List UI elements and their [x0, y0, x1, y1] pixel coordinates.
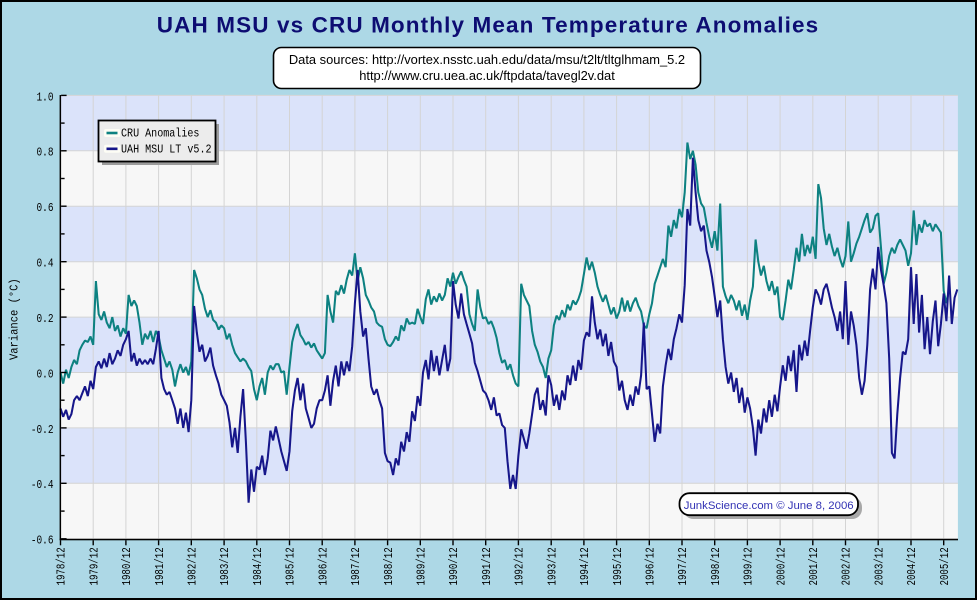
- svg-text:1987/12: 1987/12: [350, 547, 364, 585]
- svg-text:2001/12: 2001/12: [808, 547, 822, 585]
- svg-text:1995/12: 1995/12: [612, 547, 626, 585]
- svg-text:1998/12: 1998/12: [710, 547, 724, 585]
- svg-text:0.0: 0.0: [36, 368, 53, 381]
- svg-text:1999/12: 1999/12: [743, 547, 757, 585]
- svg-text:1993/12: 1993/12: [546, 547, 560, 585]
- svg-text:UAH MSU vs CRU Monthly Mean Te: UAH MSU vs CRU Monthly Mean Temperature …: [157, 12, 819, 37]
- svg-text:0.6: 0.6: [36, 202, 53, 215]
- svg-text:-0.4: -0.4: [31, 479, 54, 492]
- svg-text:0.2: 0.2: [36, 313, 53, 326]
- svg-text:2004/12: 2004/12: [906, 547, 920, 585]
- svg-text:1994/12: 1994/12: [579, 547, 593, 585]
- svg-text:0.8: 0.8: [36, 147, 53, 160]
- svg-text:-0.2: -0.2: [31, 424, 54, 437]
- svg-text:1982/12: 1982/12: [186, 547, 200, 585]
- svg-text:1979/12: 1979/12: [88, 547, 102, 585]
- svg-text:http://www.cru.uea.ac.uk/ftpda: http://www.cru.uea.ac.uk/ftpdata/tavegl2…: [359, 68, 615, 83]
- svg-text:CRU Anomalies: CRU Anomalies: [121, 128, 199, 141]
- svg-text:1978/12: 1978/12: [56, 547, 70, 585]
- svg-text:1992/12: 1992/12: [514, 547, 528, 585]
- svg-text:2005/12: 2005/12: [939, 547, 953, 585]
- svg-text:1996/12: 1996/12: [644, 547, 658, 585]
- svg-text:JunkScience.com © June 8, 2006: JunkScience.com © June 8, 2006: [684, 500, 854, 512]
- svg-text:-0.6: -0.6: [31, 535, 54, 548]
- svg-text:Data sources: http://vortex.ns: Data sources: http://vortex.nsstc.uah.ed…: [289, 52, 685, 67]
- svg-text:1.0: 1.0: [36, 91, 53, 104]
- svg-text:1980/12: 1980/12: [121, 547, 135, 585]
- svg-text:2003/12: 2003/12: [873, 547, 887, 585]
- svg-text:1985/12: 1985/12: [285, 547, 299, 585]
- svg-text:1990/12: 1990/12: [448, 547, 462, 585]
- svg-text:UAH MSU LT v5.2: UAH MSU LT v5.2: [121, 144, 212, 157]
- svg-text:1981/12: 1981/12: [154, 547, 168, 585]
- svg-text:1991/12: 1991/12: [481, 547, 495, 585]
- svg-text:1983/12: 1983/12: [219, 547, 233, 585]
- svg-text:2002/12: 2002/12: [841, 547, 855, 585]
- svg-text:1988/12: 1988/12: [383, 547, 397, 585]
- svg-text:1984/12: 1984/12: [252, 547, 266, 585]
- svg-text:0.4: 0.4: [36, 258, 53, 271]
- svg-text:1986/12: 1986/12: [317, 547, 331, 585]
- svg-text:1997/12: 1997/12: [677, 547, 691, 585]
- svg-text:2000/12: 2000/12: [775, 547, 789, 585]
- svg-text:1989/12: 1989/12: [415, 547, 429, 585]
- svg-text:Variance (°C): Variance (°C): [9, 278, 22, 360]
